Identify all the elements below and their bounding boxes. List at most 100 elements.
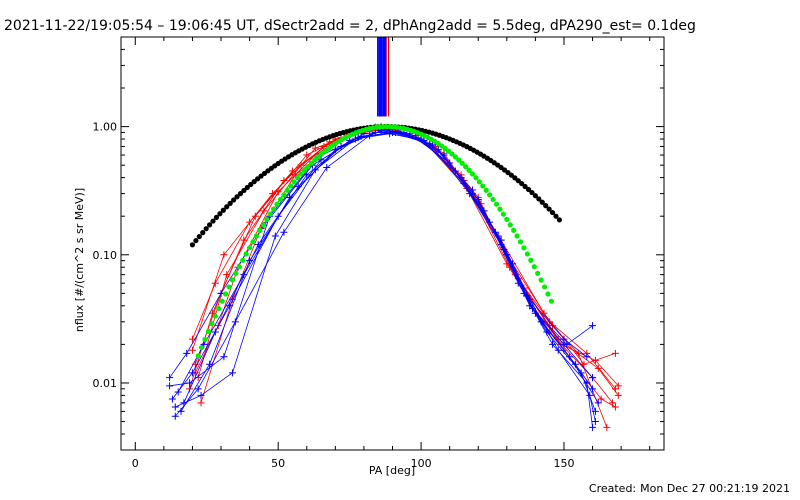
green-fit-point bbox=[445, 148, 452, 154]
black-fit-point bbox=[522, 183, 528, 190]
blue-series-point bbox=[591, 418, 599, 426]
green-fit-point bbox=[528, 257, 534, 263]
red-series-point bbox=[223, 271, 231, 279]
red-series-point bbox=[611, 403, 619, 411]
blue-series-point bbox=[228, 369, 236, 377]
x-tick-label: 0 bbox=[132, 457, 139, 470]
green-fit-point bbox=[281, 192, 287, 198]
red-series-line bbox=[192, 127, 608, 428]
red-series-point bbox=[251, 212, 259, 220]
y-tick-label: 0.10 bbox=[93, 249, 118, 262]
red-series-point bbox=[188, 346, 196, 354]
blue-series-point bbox=[323, 163, 331, 171]
green-fit-point bbox=[315, 154, 321, 160]
green-fit-point bbox=[295, 175, 301, 181]
blue-series-point bbox=[589, 374, 597, 382]
red-series-point bbox=[194, 374, 202, 382]
black-fit-point bbox=[515, 178, 521, 184]
blue-series-point bbox=[351, 135, 359, 143]
blue-series-point bbox=[337, 142, 345, 150]
blue-series-point bbox=[446, 159, 454, 167]
green-fit-point bbox=[463, 164, 469, 170]
created-label: Created: bbox=[588, 482, 637, 495]
black-fit-point bbox=[193, 238, 199, 244]
black-fit-point bbox=[525, 186, 532, 193]
blue-series-point bbox=[311, 166, 319, 174]
green-fit-point bbox=[548, 298, 554, 304]
green-fit-point bbox=[459, 160, 465, 166]
green-fit-point bbox=[308, 160, 314, 166]
green-fit-point bbox=[240, 257, 246, 263]
green-fit-point bbox=[507, 222, 513, 228]
y-tick-label: 0.01 bbox=[93, 377, 118, 390]
red-series-point bbox=[614, 391, 622, 399]
red-series-point bbox=[274, 188, 282, 196]
green-fit-point bbox=[473, 175, 479, 181]
green-fit-point bbox=[521, 245, 527, 251]
blue-series-point bbox=[460, 179, 468, 187]
green-fit-point bbox=[538, 277, 544, 283]
blue-series-point bbox=[466, 190, 474, 198]
black-fit-point bbox=[251, 179, 257, 185]
axes-layer: 0 50 100 150 0.01 0.10 1.00 bbox=[93, 36, 665, 470]
green-fit-point bbox=[511, 227, 517, 233]
black-fit-point bbox=[519, 180, 525, 187]
y-axis-label: nflux [#/(cm^2 s sr MeV)] bbox=[73, 188, 86, 332]
blue-series-line bbox=[180, 130, 593, 428]
green-fit-point bbox=[195, 353, 201, 359]
green-fit-point bbox=[517, 239, 524, 245]
red-series-point bbox=[197, 399, 205, 407]
green-fit-point bbox=[487, 192, 493, 198]
black-fit-point bbox=[237, 191, 244, 197]
blue-series-point bbox=[177, 407, 185, 415]
green-fit-point bbox=[298, 171, 304, 177]
green-fit-point bbox=[452, 154, 458, 160]
green-fit-point bbox=[535, 270, 541, 276]
green-fit-point bbox=[500, 211, 506, 217]
black-fit-point bbox=[529, 189, 535, 196]
black-fit-point bbox=[189, 242, 196, 248]
red-series-point bbox=[603, 423, 611, 431]
creation-timestamp: Created: Mon Dec 27 00:21:19 2021 bbox=[585, 482, 790, 495]
green-fit-point bbox=[243, 251, 249, 257]
green-fit-point bbox=[449, 151, 455, 157]
black-fit-point bbox=[213, 214, 220, 220]
black-fit-point bbox=[549, 209, 556, 216]
blue-series-point bbox=[386, 130, 394, 138]
red-series-line bbox=[197, 129, 616, 408]
green-fit-point bbox=[497, 206, 503, 212]
x-tick-label: 100 bbox=[411, 457, 432, 470]
green-fit-point bbox=[305, 164, 311, 170]
blue-series-point bbox=[317, 156, 325, 164]
green-fit-point bbox=[541, 284, 548, 290]
black-fit-point bbox=[543, 203, 549, 209]
blue-series-point bbox=[529, 305, 537, 313]
chart-title: 2021-11-22/19:05:54 – 19:06:45 UT, dSect… bbox=[4, 18, 696, 34]
blue-series-point bbox=[168, 395, 176, 403]
green-fit-point bbox=[226, 284, 232, 290]
red-series-point bbox=[320, 142, 328, 150]
blue-series-point bbox=[220, 353, 228, 361]
black-fit-point bbox=[241, 187, 247, 194]
black-fit-point bbox=[206, 222, 213, 228]
blue-series-point bbox=[594, 399, 602, 407]
blue-series-point bbox=[171, 403, 179, 411]
black-fit-point bbox=[539, 199, 545, 205]
black-fit-point bbox=[227, 200, 233, 206]
green-fit-point bbox=[229, 277, 236, 283]
green-fit-point bbox=[490, 196, 496, 203]
black-fit-point bbox=[553, 213, 559, 219]
red-series-point bbox=[597, 395, 605, 403]
blue-series-point bbox=[174, 388, 182, 396]
y-tick-label: 1.00 bbox=[93, 121, 118, 134]
blue-series-point bbox=[166, 382, 174, 390]
black-fit-point bbox=[220, 207, 226, 213]
blue-series-point bbox=[563, 340, 571, 348]
black-fit-point bbox=[200, 230, 206, 236]
blue-series-point bbox=[523, 292, 531, 300]
blue-series-point bbox=[583, 379, 591, 387]
blue-series-point bbox=[303, 171, 311, 179]
red-series-point bbox=[614, 382, 622, 390]
x-tick-label: 150 bbox=[553, 457, 574, 470]
